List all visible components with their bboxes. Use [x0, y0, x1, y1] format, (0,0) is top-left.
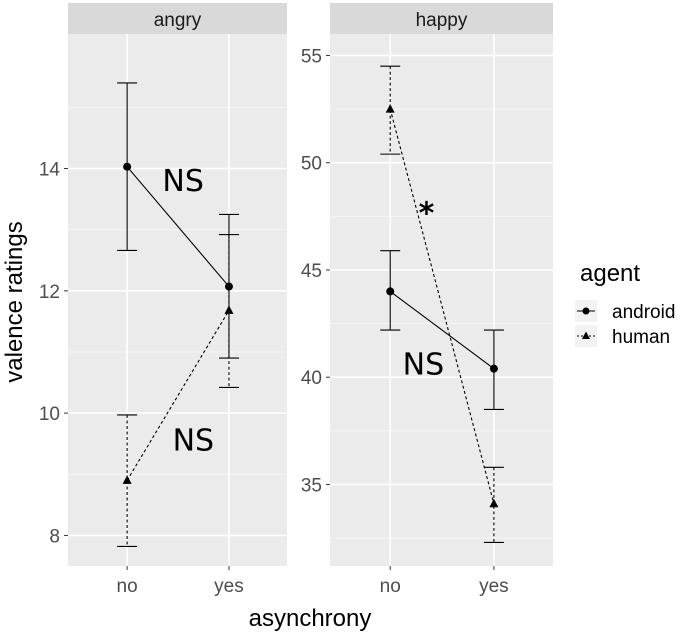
y-tick-label: 8	[49, 526, 60, 547]
y-axis-title: valence ratings	[1, 221, 28, 382]
y-tick-label: 12	[39, 282, 60, 303]
point-human	[489, 498, 499, 508]
point-human	[385, 104, 395, 113]
y-tick-label: 50	[301, 154, 322, 175]
legend-label: human	[612, 327, 670, 348]
strip-title: angry	[154, 10, 202, 31]
series-line-android	[126, 166, 230, 287]
point-human	[224, 305, 234, 314]
legend-title: agent	[580, 260, 640, 287]
series-line-human	[389, 108, 495, 504]
error-bar-human	[218, 234, 239, 388]
panel-happy: happy 35 40 45 50 55 no yes * NS	[301, 3, 553, 597]
panels-layer: angry 8 10 12 14 no yes NS NS happy 35 40 45 50 55 no ye…	[39, 3, 553, 597]
point-human	[122, 475, 132, 484]
y-tick-label: 55	[301, 46, 322, 67]
annotation: NS	[173, 424, 214, 459]
series-human	[117, 234, 239, 547]
x-tick-label: yes	[479, 576, 509, 597]
strip-background	[330, 3, 553, 34]
legend-label: android	[612, 302, 675, 323]
legend-key-marker	[582, 307, 590, 315]
y-tick-label: 35	[301, 475, 322, 496]
legend-item-human: human	[575, 325, 670, 348]
point-android	[489, 364, 498, 373]
panel-background	[68, 34, 287, 566]
series-line-android	[389, 290, 495, 370]
x-tick-label: no	[380, 576, 401, 597]
panel-angry: angry 8 10 12 14 no yes NS NS	[39, 3, 287, 597]
x-tick-label: yes	[214, 576, 244, 597]
x-tick-label: no	[117, 576, 138, 597]
error-bar-human	[380, 65, 401, 155]
panel-background	[330, 34, 553, 566]
y-tick-label: 10	[39, 404, 60, 425]
strip-background	[68, 3, 287, 34]
annotation: NS	[403, 347, 444, 382]
x-axis-title: asynchrony	[249, 605, 372, 632]
error-bar-human	[117, 414, 138, 547]
annotation: NS	[162, 164, 203, 199]
point-android	[123, 162, 132, 171]
error-bar-human	[483, 466, 504, 543]
annotation: *	[419, 197, 435, 232]
y-tick-label: 40	[301, 368, 322, 389]
series-human	[380, 65, 504, 543]
legend-key-marker	[582, 331, 590, 339]
series-line-human	[126, 310, 230, 481]
legend: agent android human	[575, 260, 675, 348]
legend-items: android human	[575, 300, 675, 348]
strip-title: happy	[416, 10, 468, 31]
series-android	[380, 250, 504, 410]
point-android	[386, 287, 395, 296]
y-tick-label: 14	[39, 160, 61, 181]
legend-item-android: android	[575, 300, 675, 323]
y-tick-label: 45	[301, 261, 322, 282]
